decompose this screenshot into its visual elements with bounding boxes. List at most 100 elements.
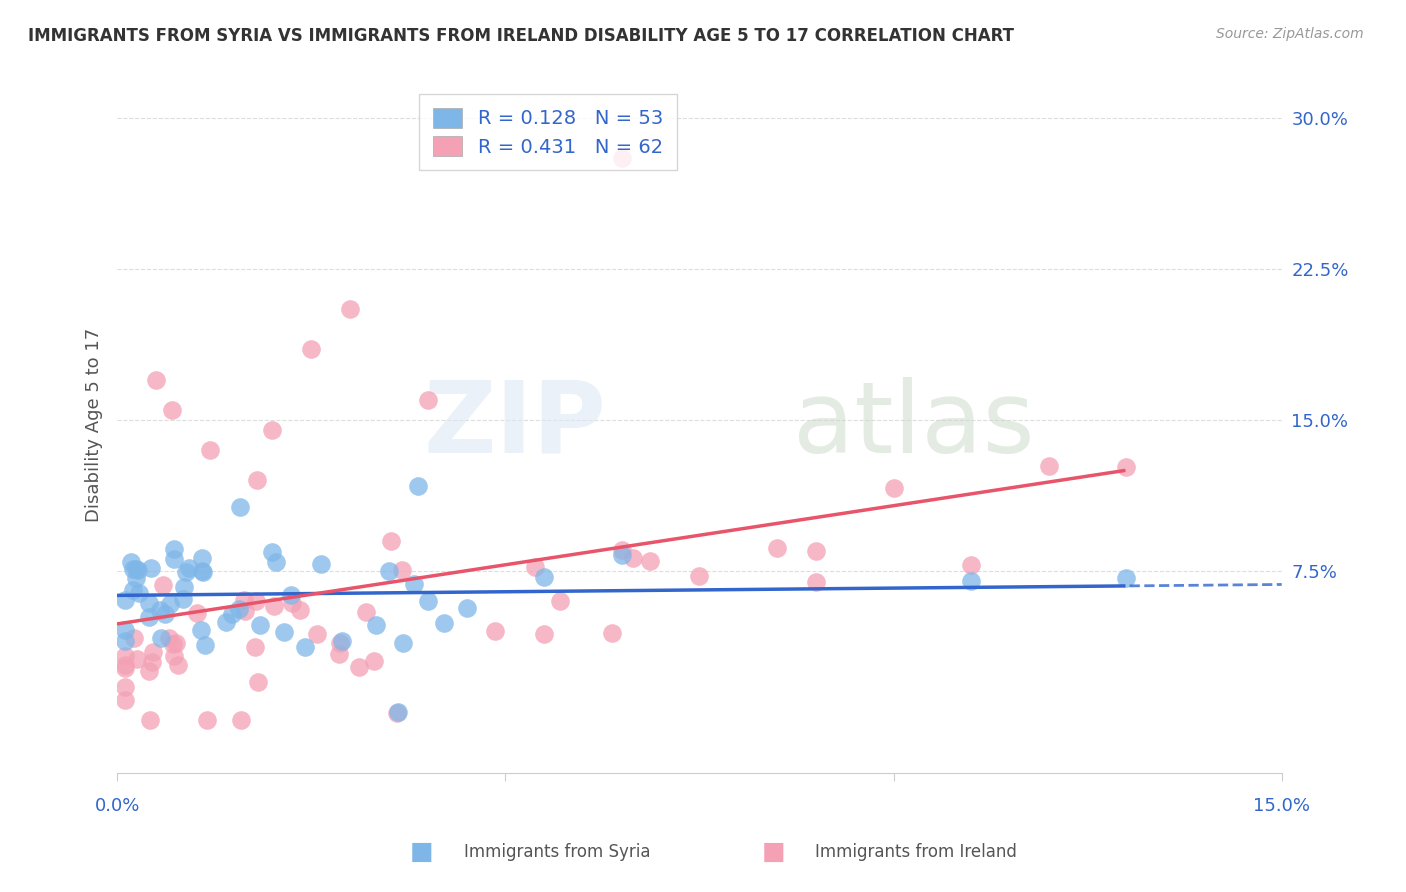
Point <box>141 655 163 669</box>
Point <box>186 606 208 620</box>
Point <box>380 533 402 548</box>
Point <box>200 443 222 458</box>
Point <box>688 569 710 583</box>
Point <box>349 660 371 674</box>
Point <box>249 618 271 632</box>
Point <box>194 638 217 652</box>
Point <box>159 597 181 611</box>
Point <box>163 551 186 566</box>
Point <box>533 570 555 584</box>
Point <box>114 692 136 706</box>
Text: IMMIGRANTS FROM SYRIA VS IMMIGRANTS FROM IRELAND DISABILITY AGE 5 TO 17 CORRELAT: IMMIGRANTS FROM SYRIA VS IMMIGRANTS FROM… <box>28 27 1014 45</box>
Point <box>273 625 295 640</box>
Point <box>125 652 148 666</box>
Point <box>139 561 162 575</box>
Point <box>125 561 148 575</box>
Point <box>1038 459 1060 474</box>
Point <box>215 615 238 629</box>
Point <box>363 655 385 669</box>
Text: Immigrants from Syria: Immigrants from Syria <box>464 843 651 861</box>
Point <box>280 588 302 602</box>
Point <box>804 544 827 558</box>
Point <box>125 571 148 585</box>
Point <box>122 583 145 598</box>
Point <box>339 302 361 317</box>
Point <box>262 423 284 437</box>
Point <box>149 603 172 617</box>
Point <box>149 631 172 645</box>
Text: ■: ■ <box>411 840 433 863</box>
Point <box>179 560 201 574</box>
Point <box>354 605 377 619</box>
Point <box>246 474 269 488</box>
Point <box>456 600 478 615</box>
Text: Source: ZipAtlas.com: Source: ZipAtlas.com <box>1216 27 1364 41</box>
Point <box>305 627 328 641</box>
Point <box>330 634 353 648</box>
Point <box>246 674 269 689</box>
Legend: R = 0.128   N = 53, R = 0.431   N = 62: R = 0.128 N = 53, R = 0.431 N = 62 <box>419 95 676 170</box>
Text: Immigrants from Ireland: Immigrants from Ireland <box>815 843 1018 861</box>
Point <box>378 564 401 578</box>
Text: ■: ■ <box>762 840 785 863</box>
Point <box>299 343 322 357</box>
Point <box>167 658 190 673</box>
Point <box>165 636 187 650</box>
Point <box>1115 459 1137 474</box>
Point <box>523 559 546 574</box>
Point <box>294 640 316 654</box>
Point <box>288 603 311 617</box>
Point <box>191 564 214 578</box>
Point <box>328 647 350 661</box>
Point <box>1115 571 1137 585</box>
Text: ZIP: ZIP <box>423 376 606 474</box>
Point <box>600 626 623 640</box>
Point <box>114 623 136 637</box>
Point <box>262 544 284 558</box>
Point <box>195 713 218 727</box>
Point <box>281 596 304 610</box>
Point <box>610 548 633 562</box>
Point <box>883 481 905 495</box>
Point <box>190 623 212 637</box>
Point <box>484 624 506 639</box>
Y-axis label: Disability Age 5 to 17: Disability Age 5 to 17 <box>86 328 103 522</box>
Point <box>408 479 430 493</box>
Point <box>114 592 136 607</box>
Point <box>160 403 183 417</box>
Point <box>172 591 194 606</box>
Point <box>610 151 633 165</box>
Point <box>804 575 827 590</box>
Point <box>114 680 136 694</box>
Point <box>533 627 555 641</box>
Point <box>120 555 142 569</box>
Point <box>638 554 661 568</box>
Point <box>122 632 145 646</box>
Point <box>233 593 256 607</box>
Point <box>309 557 332 571</box>
Point <box>152 578 174 592</box>
Point <box>548 593 571 607</box>
Point <box>155 607 177 621</box>
Point <box>162 636 184 650</box>
Point <box>122 562 145 576</box>
Point <box>432 615 454 630</box>
Point <box>145 373 167 387</box>
Point <box>173 580 195 594</box>
Point <box>128 586 150 600</box>
Point <box>114 661 136 675</box>
Point <box>364 617 387 632</box>
Point <box>960 558 983 572</box>
Point <box>621 550 644 565</box>
Point <box>416 392 439 407</box>
Point <box>391 563 413 577</box>
Point <box>163 541 186 556</box>
Point <box>139 713 162 727</box>
Point <box>157 631 180 645</box>
Point <box>960 574 983 588</box>
Point <box>228 602 250 616</box>
Point <box>766 541 789 555</box>
Point <box>387 705 409 719</box>
Point <box>233 604 256 618</box>
Point <box>263 599 285 613</box>
